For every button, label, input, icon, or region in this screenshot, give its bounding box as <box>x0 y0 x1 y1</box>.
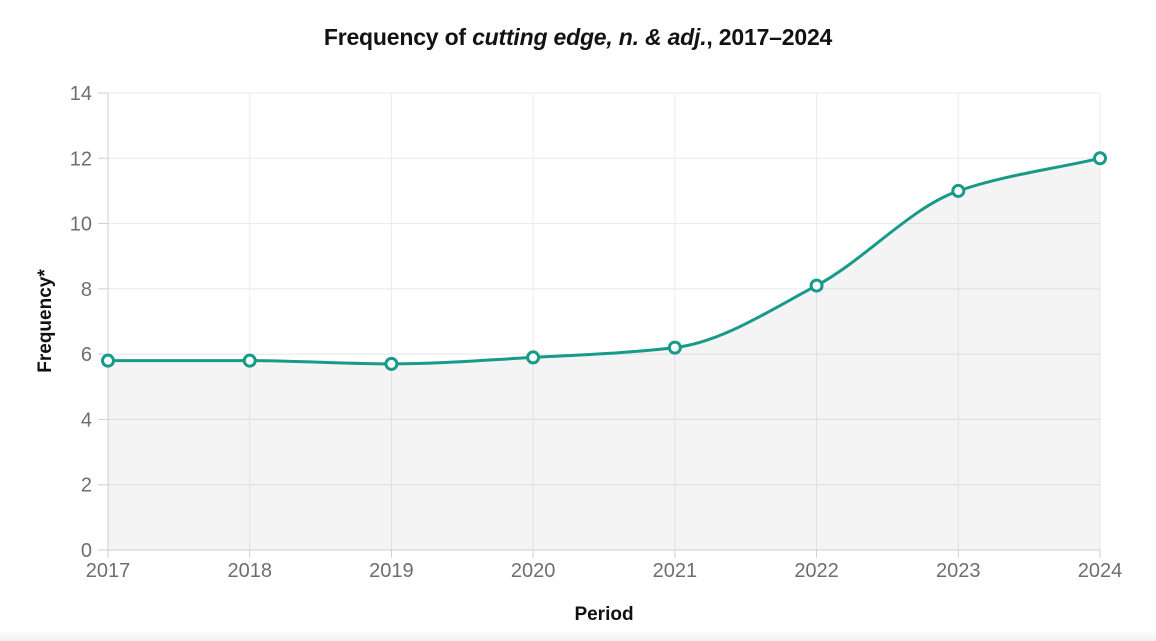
x-tick-label: 2023 <box>936 560 981 582</box>
y-tick-label: 8 <box>81 279 92 301</box>
data-point[interactable] <box>1093 151 1107 166</box>
bottom-strip <box>0 631 1156 641</box>
y-tick-label: 6 <box>81 344 92 366</box>
chart-title-prefix: Frequency of <box>323 24 473 50</box>
data-point[interactable] <box>951 183 966 198</box>
x-tick-label: 2020 <box>511 560 556 582</box>
y-tick-label: 4 <box>81 409 92 431</box>
chart-title: Frequency of cutting edge, n. & adj., 20… <box>0 22 1156 52</box>
data-point[interactable] <box>384 356 399 371</box>
data-point[interactable] <box>667 340 682 355</box>
x-tick-label: 2022 <box>794 560 839 582</box>
x-tick-label: 2018 <box>227 560 272 582</box>
data-point[interactable] <box>526 350 541 365</box>
y-tick-label: 14 <box>70 83 92 105</box>
x-tick-label: 2021 <box>653 560 698 582</box>
series-line <box>106 156 1102 366</box>
chart-title-term: cutting edge, n. & adj. <box>472 24 707 50</box>
y-tick-label: 12 <box>70 148 92 170</box>
data-point[interactable] <box>809 278 824 293</box>
data-point[interactable] <box>101 353 115 368</box>
x-tick-label: 2024 <box>1078 560 1123 582</box>
chart-title-suffix: , 2017–2024 <box>706 24 833 50</box>
x-tick-label: 2019 <box>369 560 414 582</box>
y-tick-label: 0 <box>81 540 92 562</box>
y-tick-label: 10 <box>70 214 92 236</box>
y-tick-label: 2 <box>81 475 92 497</box>
data-point[interactable] <box>242 353 257 368</box>
x-axis-title: Period <box>574 604 634 625</box>
x-tick-label: 2017 <box>86 560 131 582</box>
